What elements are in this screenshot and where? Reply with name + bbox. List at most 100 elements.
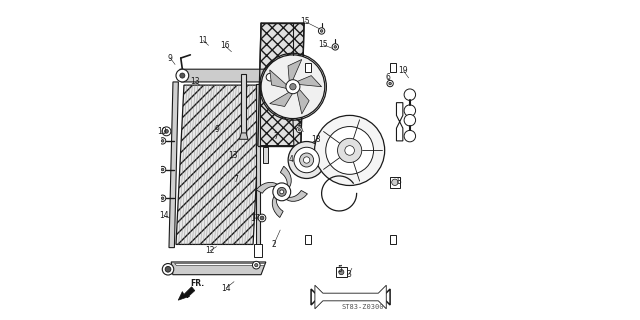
Text: ST83-Z0300: ST83-Z0300	[342, 304, 384, 309]
Text: 14: 14	[221, 284, 231, 292]
Circle shape	[404, 89, 415, 100]
Circle shape	[161, 168, 164, 171]
Text: 6: 6	[385, 73, 390, 82]
Circle shape	[159, 138, 166, 144]
Circle shape	[280, 190, 284, 194]
Circle shape	[294, 147, 319, 173]
Circle shape	[339, 270, 344, 275]
Circle shape	[252, 261, 260, 269]
Polygon shape	[256, 182, 279, 193]
Circle shape	[273, 183, 291, 201]
Polygon shape	[288, 60, 302, 87]
Text: 16: 16	[220, 41, 230, 51]
Circle shape	[332, 44, 339, 50]
Text: 12: 12	[205, 246, 215, 255]
Circle shape	[404, 130, 415, 142]
Text: 2: 2	[271, 240, 276, 249]
Polygon shape	[315, 285, 387, 309]
Text: 9: 9	[215, 125, 220, 134]
Circle shape	[261, 55, 324, 119]
Circle shape	[159, 195, 166, 201]
Circle shape	[404, 115, 415, 126]
Text: FR.: FR.	[190, 279, 204, 288]
Text: 8: 8	[397, 177, 401, 186]
Circle shape	[162, 127, 171, 136]
Circle shape	[165, 267, 171, 272]
Polygon shape	[284, 190, 307, 201]
Circle shape	[266, 73, 274, 81]
Polygon shape	[258, 23, 304, 146]
Circle shape	[161, 197, 164, 199]
Circle shape	[277, 188, 286, 196]
Text: 10: 10	[157, 127, 167, 136]
Polygon shape	[390, 63, 396, 72]
Polygon shape	[305, 235, 311, 244]
Circle shape	[345, 146, 355, 155]
Circle shape	[334, 46, 337, 48]
Polygon shape	[269, 88, 296, 107]
Text: 17: 17	[250, 214, 259, 223]
Circle shape	[404, 105, 415, 116]
Polygon shape	[239, 133, 248, 139]
Circle shape	[315, 116, 385, 186]
Circle shape	[326, 126, 374, 174]
Polygon shape	[180, 69, 268, 82]
Polygon shape	[390, 235, 396, 244]
Polygon shape	[269, 70, 292, 90]
Text: 13: 13	[228, 151, 238, 160]
Text: 15: 15	[300, 17, 310, 26]
Text: 4: 4	[288, 155, 293, 164]
Circle shape	[337, 138, 362, 163]
Polygon shape	[176, 85, 261, 244]
Circle shape	[319, 28, 324, 34]
Circle shape	[300, 153, 314, 167]
Circle shape	[288, 141, 325, 179]
Circle shape	[176, 69, 189, 82]
Circle shape	[163, 264, 173, 275]
Circle shape	[320, 30, 323, 32]
Circle shape	[392, 179, 398, 186]
Text: 14: 14	[159, 211, 169, 220]
Polygon shape	[396, 103, 403, 141]
Text: 15: 15	[318, 40, 328, 49]
Text: 9: 9	[168, 53, 173, 62]
Text: 1: 1	[296, 119, 301, 128]
Polygon shape	[273, 194, 283, 218]
Polygon shape	[172, 262, 266, 275]
Polygon shape	[169, 82, 179, 248]
Polygon shape	[311, 289, 390, 305]
Circle shape	[180, 73, 185, 78]
Circle shape	[159, 166, 166, 173]
Polygon shape	[254, 244, 262, 257]
Circle shape	[290, 84, 296, 90]
Circle shape	[389, 82, 392, 85]
Polygon shape	[280, 166, 291, 189]
Polygon shape	[255, 84, 260, 248]
Text: 3: 3	[346, 270, 351, 279]
Text: 5: 5	[337, 265, 342, 275]
Polygon shape	[335, 268, 347, 277]
Circle shape	[296, 127, 302, 132]
Text: 11: 11	[198, 36, 208, 45]
Circle shape	[161, 140, 164, 142]
Text: 19: 19	[399, 66, 408, 75]
Text: 13: 13	[190, 77, 200, 86]
Polygon shape	[390, 177, 399, 188]
Circle shape	[164, 129, 168, 133]
Text: 18: 18	[312, 135, 321, 144]
Polygon shape	[295, 84, 309, 114]
Polygon shape	[305, 63, 311, 72]
Circle shape	[387, 80, 394, 87]
Circle shape	[303, 157, 310, 163]
Circle shape	[260, 216, 264, 220]
Polygon shape	[178, 287, 195, 300]
Circle shape	[286, 80, 300, 94]
Circle shape	[255, 264, 258, 267]
Polygon shape	[263, 147, 268, 163]
Text: 7: 7	[273, 132, 278, 140]
Circle shape	[298, 128, 301, 131]
Text: 7: 7	[233, 175, 238, 184]
Polygon shape	[174, 263, 264, 265]
Circle shape	[258, 214, 266, 222]
Polygon shape	[292, 76, 321, 87]
